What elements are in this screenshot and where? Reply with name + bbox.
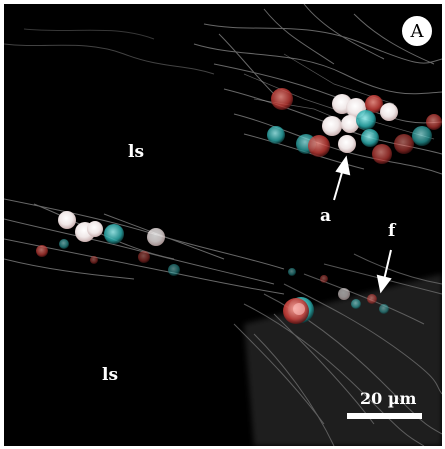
scale-bar-label: 20 µm (360, 389, 417, 408)
cell-cluster-middle (36, 211, 180, 276)
cell-cluster-upper (267, 88, 442, 164)
arrow-a (333, 155, 351, 201)
lumen-label-lower: ls (102, 365, 119, 385)
lumen-label-upper: ls (128, 142, 145, 162)
micrograph-image (4, 4, 442, 446)
cell-cluster-lower (283, 268, 389, 324)
middle-tissue (4, 198, 285, 295)
panel-label-badge: A (401, 15, 433, 47)
arrow-f-label: f (388, 221, 396, 241)
arrow-f (376, 249, 392, 294)
micrograph-panel: ls ls a f A 20 µm (4, 4, 442, 446)
arrow-a-label: a (320, 206, 332, 226)
scale-bar (347, 413, 422, 419)
